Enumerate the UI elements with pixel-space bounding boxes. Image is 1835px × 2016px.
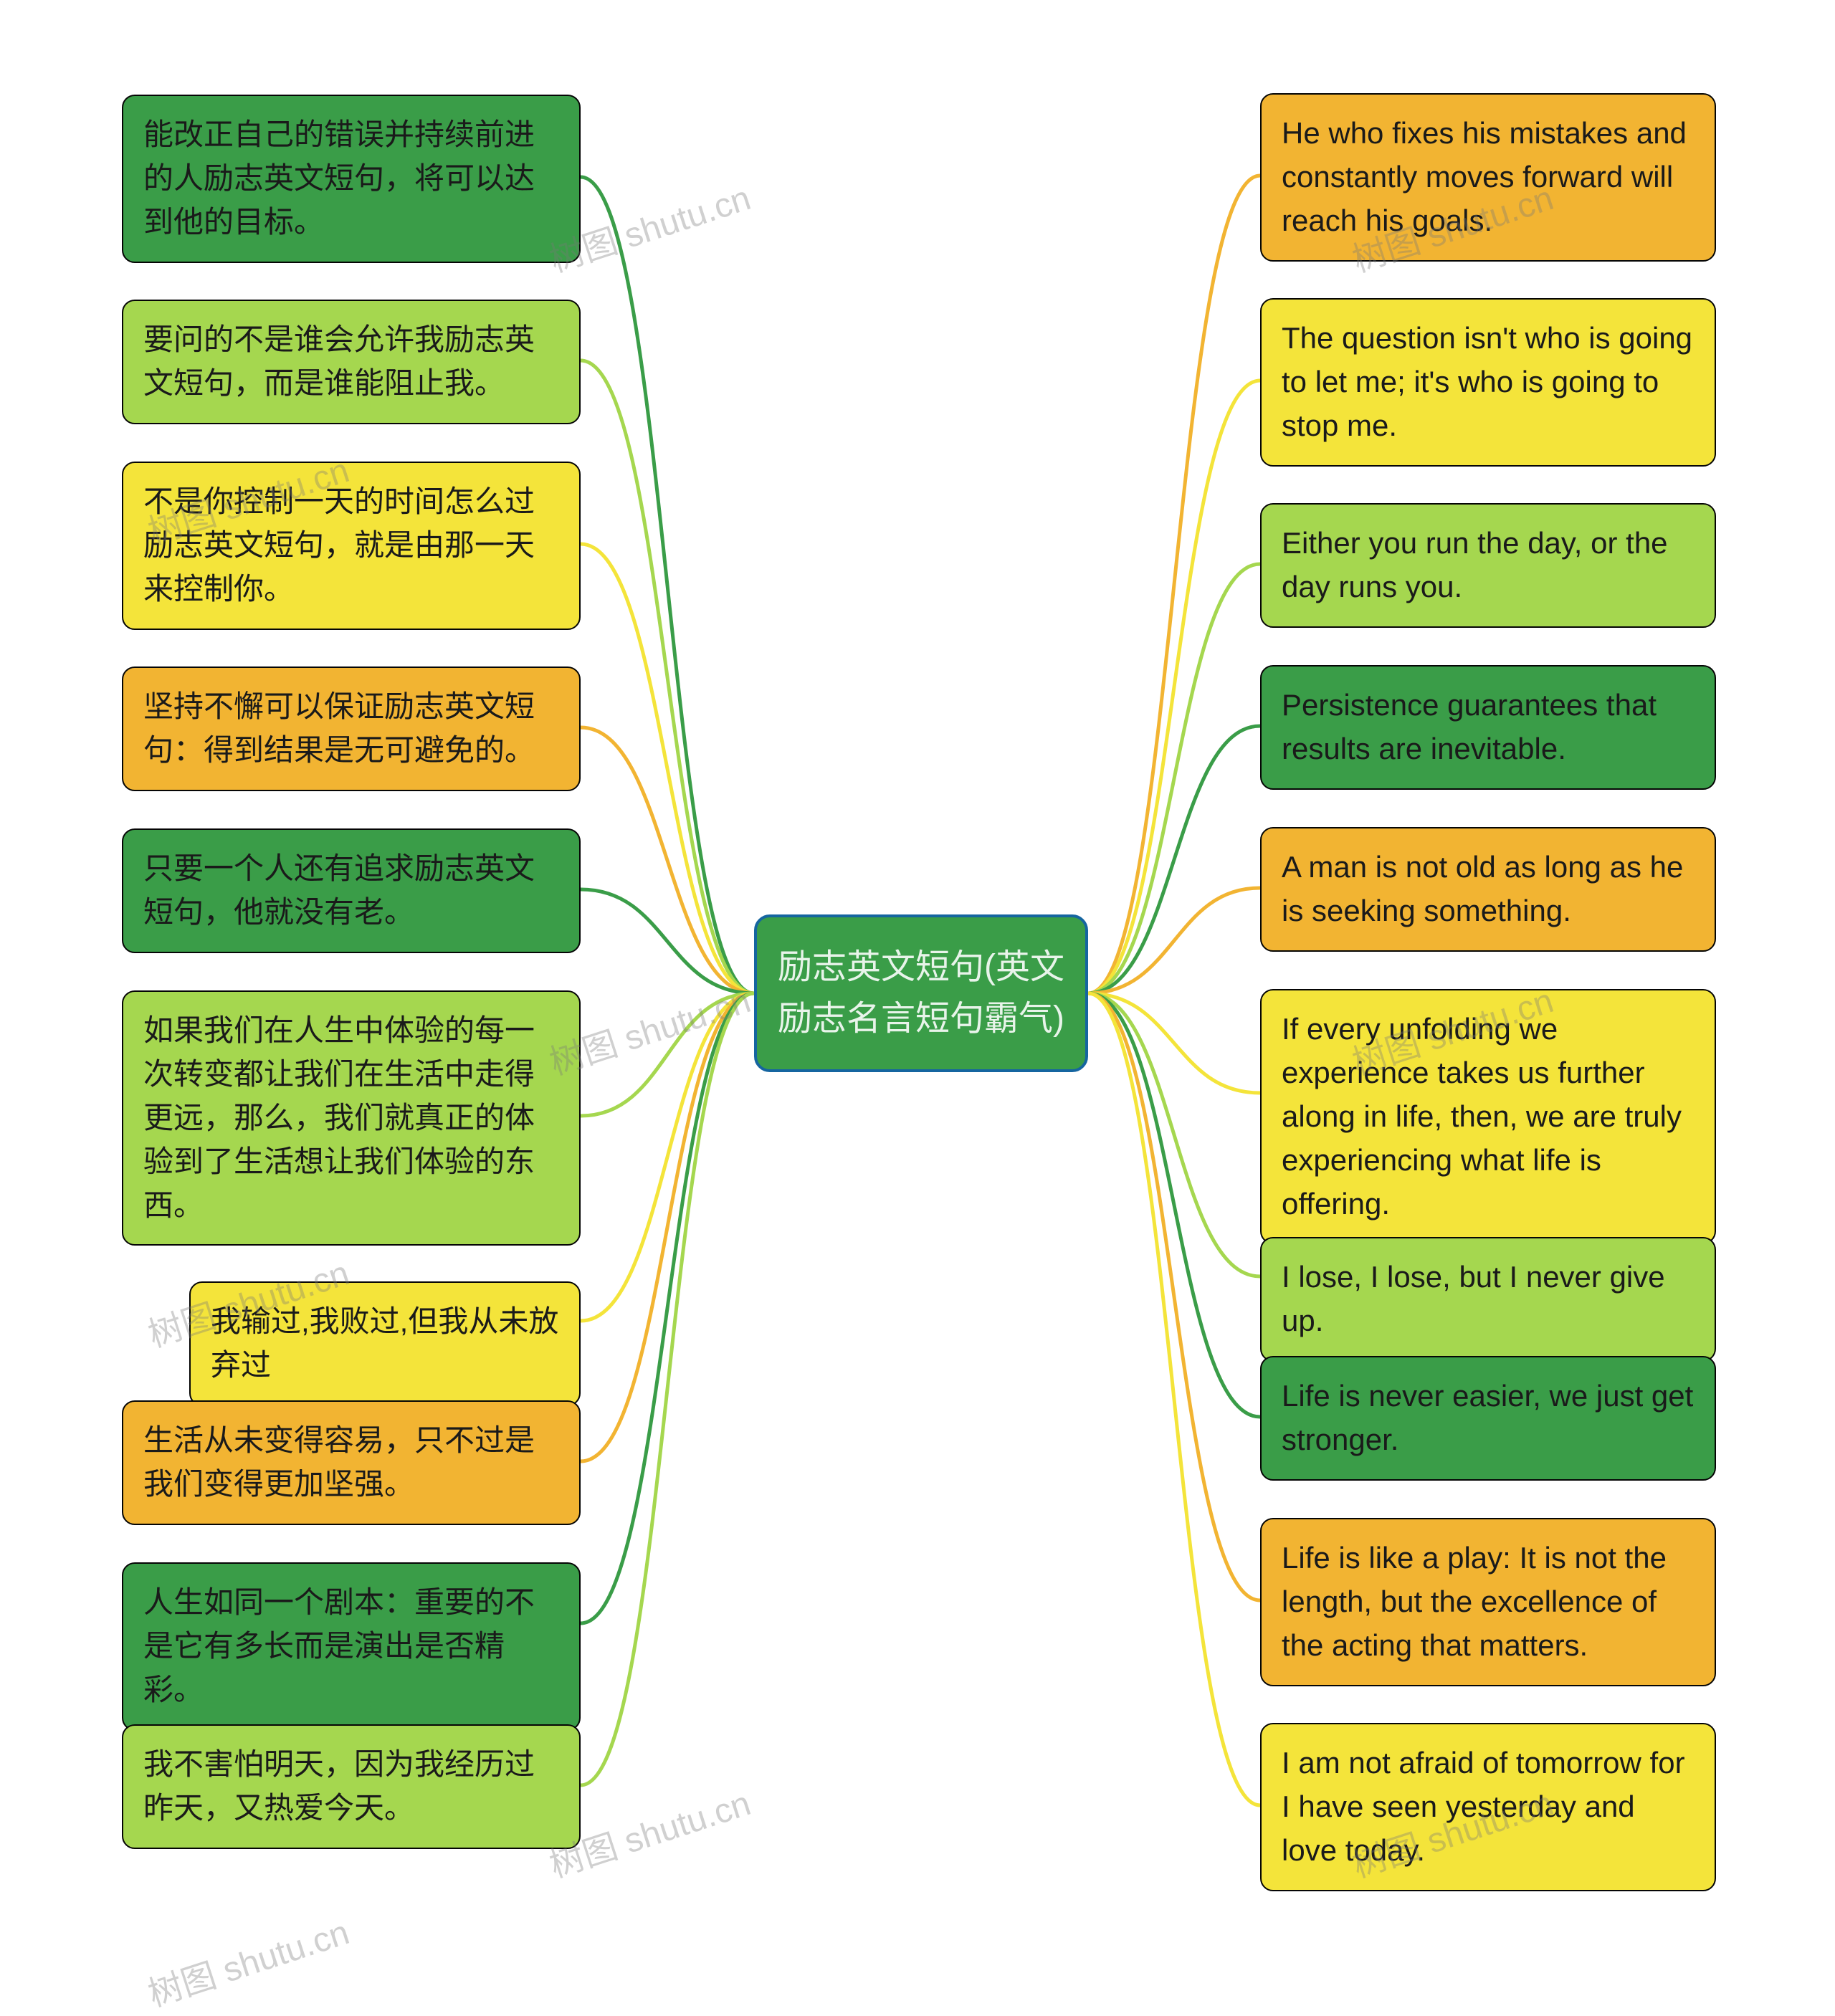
right-node[interactable]: A man is not old as long as he is seekin… — [1260, 827, 1716, 952]
watermark: 树图 shutu.cn — [140, 1904, 354, 2016]
right-node[interactable]: Life is like a play: It is not the lengt… — [1260, 1518, 1716, 1686]
node-text: If every unfolding we experience takes u… — [1282, 1012, 1682, 1220]
right-node[interactable]: I lose, I lose, but I never give up. — [1260, 1237, 1716, 1362]
node-text: The question isn't who is going to let m… — [1282, 321, 1692, 442]
center-node[interactable]: 励志英文短句(英文励志名言短句霸气) — [754, 914, 1088, 1072]
node-text: 我不害怕明天，因为我经历过昨天，又热爱今天。 — [143, 1747, 535, 1825]
connector — [1088, 993, 1260, 1805]
node-text: Persistence guarantees that results are … — [1282, 688, 1657, 765]
connector — [581, 993, 754, 1321]
right-node[interactable]: He who fixes his mistakes and constantly… — [1260, 93, 1716, 262]
node-text: A man is not old as long as he is seekin… — [1282, 850, 1683, 927]
connector — [1088, 726, 1260, 993]
left-node[interactable]: 只要一个人还有追求励志英文短句，他就没有老。 — [122, 828, 581, 953]
node-text: 生活从未变得容易，只不过是我们变得更加坚强。 — [143, 1423, 535, 1501]
left-node[interactable]: 坚持不懈可以保证励志英文短句：得到结果是无可避免的。 — [122, 667, 581, 791]
connector — [1088, 888, 1260, 993]
center-label: 励志英文短句(英文励志名言短句霸气) — [777, 942, 1065, 1045]
node-text: 坚持不懈可以保证励志英文短句：得到结果是无可避免的。 — [143, 689, 535, 767]
left-node[interactable]: 我输过,我败过,但我从未放弃过 — [189, 1281, 581, 1406]
right-node[interactable]: If every unfolding we experience takes u… — [1260, 989, 1716, 1244]
node-text: 要问的不是谁会允许我励志英文短句，而是谁能阻止我。 — [143, 323, 535, 400]
node-text: 如果我们在人生中体验的每一次转变都让我们在生活中走得更远，那么，我们就真正的体验… — [143, 1013, 535, 1222]
left-node[interactable]: 人生如同一个剧本：重要的不是它有多长而是演出是否精彩。 — [122, 1562, 581, 1731]
connector — [1088, 564, 1260, 993]
node-text: 只要一个人还有追求励志英文短句，他就没有老。 — [143, 851, 535, 929]
connector — [1088, 993, 1260, 1276]
node-text: Life is like a play: It is not the lengt… — [1282, 1541, 1667, 1662]
left-node[interactable]: 如果我们在人生中体验的每一次转变都让我们在生活中走得更远，那么，我们就真正的体验… — [122, 990, 581, 1246]
connector — [581, 993, 754, 1461]
node-text: I am not afraid of tomorrow for I have s… — [1282, 1746, 1685, 1867]
right-node[interactable]: Persistence guarantees that results are … — [1260, 665, 1716, 790]
connector — [1088, 176, 1260, 993]
node-text: 我输过,我败过,但我从未放弃过 — [211, 1304, 558, 1382]
node-text: 不是你控制一天的时间怎么过励志英文短句，就是由那一天来控制你。 — [143, 484, 535, 606]
right-node[interactable]: I am not afraid of tomorrow for I have s… — [1260, 1723, 1716, 1891]
right-node[interactable]: Either you run the day, or the day runs … — [1260, 503, 1716, 628]
connector — [581, 177, 754, 993]
connector — [581, 544, 754, 993]
node-text: He who fixes his mistakes and constantly… — [1282, 116, 1687, 237]
connector — [581, 727, 754, 993]
connector — [581, 993, 754, 1623]
right-node[interactable]: Life is never easier, we just get strong… — [1260, 1356, 1716, 1481]
node-text: 能改正自己的错误并持续前进的人励志英文短句，将可以达到他的目标。 — [143, 118, 535, 239]
connector — [581, 360, 754, 993]
connector — [1088, 381, 1260, 993]
left-node[interactable]: 要问的不是谁会允许我励志英文短句，而是谁能阻止我。 — [122, 300, 581, 424]
left-node[interactable]: 我不害怕明天，因为我经历过昨天，又热爱今天。 — [122, 1724, 581, 1849]
left-node[interactable]: 不是你控制一天的时间怎么过励志英文短句，就是由那一天来控制你。 — [122, 462, 581, 630]
connector — [581, 993, 754, 1116]
connector — [581, 993, 754, 1785]
left-node[interactable]: 生活从未变得容易，只不过是我们变得更加坚强。 — [122, 1400, 581, 1525]
node-text: 人生如同一个剧本：重要的不是它有多长而是演出是否精彩。 — [143, 1585, 535, 1706]
left-node[interactable]: 能改正自己的错误并持续前进的人励志英文短句，将可以达到他的目标。 — [122, 95, 581, 263]
node-text: Life is never easier, we just get strong… — [1282, 1379, 1693, 1456]
connector — [1088, 993, 1260, 1093]
connector — [581, 889, 754, 993]
node-text: I lose, I lose, but I never give up. — [1282, 1260, 1665, 1337]
connector — [1088, 993, 1260, 1600]
mindmap-canvas: 励志英文短句(英文励志名言短句霸气) 能改正自己的错误并持续前进的人励志英文短句… — [0, 0, 1835, 2002]
node-text: Either you run the day, or the day runs … — [1282, 526, 1668, 603]
connector — [1088, 993, 1260, 1417]
right-node[interactable]: The question isn't who is going to let m… — [1260, 298, 1716, 467]
